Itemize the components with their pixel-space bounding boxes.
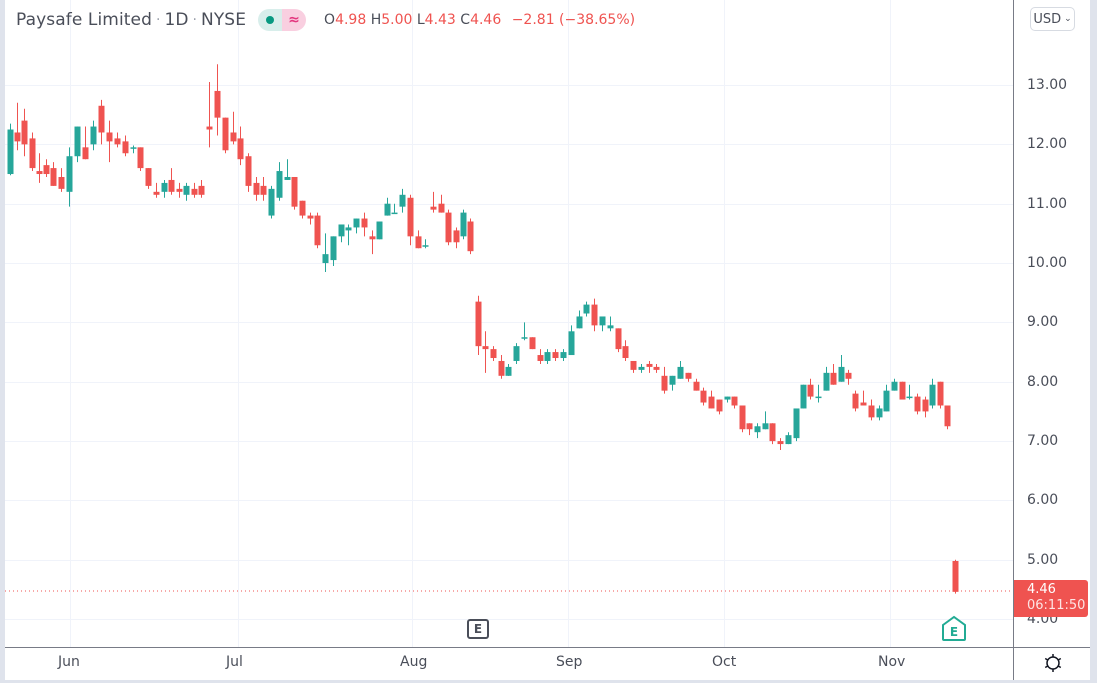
low-value: 4.43 bbox=[424, 12, 456, 28]
left-border bbox=[0, 0, 5, 683]
chevron-down-icon: ⌄ bbox=[1064, 14, 1072, 24]
bottom-border bbox=[0, 680, 1097, 683]
time-tick-label: Jun bbox=[58, 654, 80, 670]
earnings-e-icon: E bbox=[473, 622, 483, 636]
price-tick-label: 7.00 bbox=[1027, 432, 1059, 449]
time-tick-label: Jul bbox=[226, 654, 243, 670]
time-tick-label: Sep bbox=[556, 654, 583, 670]
right-border bbox=[1090, 0, 1097, 683]
time-tick-label: Nov bbox=[878, 654, 906, 670]
low-label: L bbox=[416, 12, 425, 28]
exchange-label: NYSE bbox=[201, 10, 247, 30]
earnings-e-icon: E bbox=[950, 625, 958, 639]
earnings-marker-past[interactable]: E bbox=[467, 619, 489, 639]
separator: · bbox=[155, 12, 161, 28]
price-tick-label: 9.00 bbox=[1027, 313, 1059, 330]
earnings-marker-upcoming[interactable]: E bbox=[941, 615, 967, 642]
price-tick-label: 10.00 bbox=[1027, 254, 1068, 271]
close-label: C bbox=[460, 12, 471, 28]
grid-lines bbox=[5, 0, 1013, 647]
interval-label[interactable]: 1D bbox=[164, 10, 189, 30]
market-open-dot-icon bbox=[266, 16, 275, 24]
market-status-toggle[interactable] bbox=[258, 9, 283, 31]
price-tick-label: 5.00 bbox=[1027, 551, 1059, 568]
open-value: 4.98 bbox=[335, 12, 367, 28]
house-badge-icon bbox=[942, 615, 966, 641]
price-tick-label: 12.00 bbox=[1027, 135, 1068, 152]
legend-toggles: ≈ bbox=[258, 9, 307, 31]
high-value: 5.00 bbox=[381, 12, 413, 28]
last-price-value: 4.46 bbox=[1027, 582, 1056, 597]
price-tick-label: 11.00 bbox=[1027, 195, 1068, 212]
candlestick-series bbox=[7, 64, 959, 594]
high-label: H bbox=[370, 12, 382, 28]
gear-icon[interactable] bbox=[1043, 653, 1063, 673]
chart-legend: Paysafe Limited · 1D · NYSE ≈ O4.98 H5.0… bbox=[16, 8, 635, 32]
symbol-name[interactable]: Paysafe Limited bbox=[16, 10, 152, 30]
price-tick-label: 6.00 bbox=[1027, 491, 1059, 508]
time-tick-label: Oct bbox=[712, 654, 737, 670]
time-tick-label: Aug bbox=[400, 654, 428, 670]
open-label: O bbox=[324, 12, 336, 28]
approx-wave-icon: ≈ bbox=[288, 12, 300, 28]
price-tick-label: 8.00 bbox=[1027, 373, 1059, 390]
ohlc-values: O4.98 H5.00 L4.43 C4.46 −2.81 (−38.65%) bbox=[324, 12, 635, 28]
currency-button[interactable]: USD ⌄ bbox=[1030, 7, 1075, 31]
data-problem-toggle[interactable]: ≈ bbox=[282, 9, 307, 31]
price-tick-label: 13.00 bbox=[1027, 76, 1068, 93]
currency-label: USD bbox=[1033, 11, 1062, 27]
change-value: −2.81 (−38.65%) bbox=[511, 12, 636, 28]
close-value: 4.46 bbox=[470, 12, 502, 28]
last-price-tag: 4.46 06:11:50 bbox=[1014, 580, 1088, 617]
bar-countdown: 06:11:50 bbox=[1027, 598, 1086, 613]
separator: · bbox=[192, 12, 197, 28]
